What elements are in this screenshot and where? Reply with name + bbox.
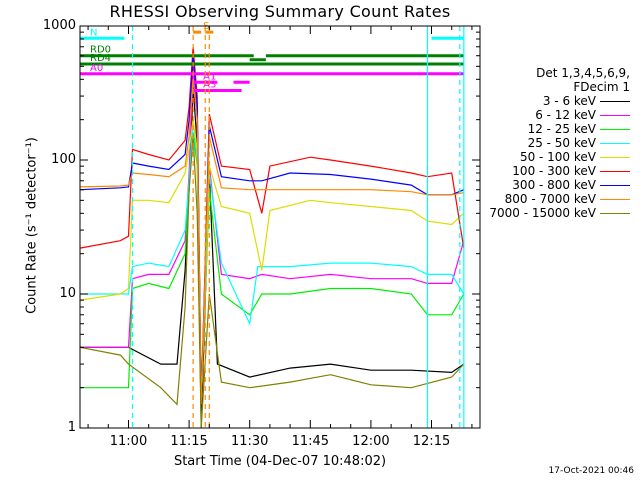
legend-header-line-2: FDecim 1	[573, 80, 630, 94]
annotation-label-4: N	[90, 27, 97, 38]
legend-entry: 300 - 800 keV	[486, 178, 636, 192]
y-tick-label: 10	[59, 286, 76, 301]
series-line-3	[80, 119, 465, 405]
series-line-0	[80, 87, 465, 429]
x-axis-label: Start Time (04-Dec-07 10:48:02)	[173, 454, 387, 469]
legend-swatch	[600, 114, 630, 116]
legend-label: 12 - 25 keV	[527, 122, 596, 136]
series-line-1	[80, 66, 465, 405]
legend-swatch	[600, 100, 630, 102]
x-tick-label: 11:30	[230, 434, 269, 449]
legend-entry: 3 - 6 keV	[486, 94, 636, 108]
legend-label: 6 - 12 keV	[535, 108, 596, 122]
legend-swatch	[600, 156, 630, 158]
annotation-label-10: A3	[203, 80, 216, 91]
legend-entry: 7000 - 15000 keV	[486, 206, 636, 220]
x-tick-label: 11:00	[109, 434, 148, 449]
legend-swatch	[600, 184, 630, 186]
y-tick-label: 1000	[42, 18, 76, 33]
legend-label: 300 - 800 keV	[512, 178, 596, 192]
chart-title: RHESSI Observing Summary Count Rates	[109, 2, 451, 21]
legend-label: 7000 - 15000 keV	[489, 206, 596, 220]
legend-label: 25 - 50 keV	[527, 136, 596, 150]
series-line-8	[79, 136, 465, 429]
x-tick-label: 11:45	[291, 434, 330, 449]
annotation-label-0: RD0	[90, 45, 111, 56]
y-axis-label: Count Rate (s⁻¹ detector⁻¹)	[24, 137, 40, 314]
y-tick-label: 100	[51, 152, 76, 167]
x-tick-label: 12:00	[352, 434, 390, 449]
series-line-5	[79, 46, 465, 405]
legend: Det 1,3,4,5,6,9, FDecim 1 3 - 6 keV 6 - 1…	[486, 66, 636, 220]
annotation-label-3: RD4	[90, 53, 111, 64]
annotation-label-8: A0	[90, 63, 103, 74]
series-line-4	[79, 119, 465, 405]
legend-swatch	[600, 142, 630, 144]
legend-swatch	[600, 198, 630, 200]
legend-entry: 100 - 300 keV	[486, 164, 636, 178]
legend-label: 50 - 100 keV	[519, 150, 596, 164]
y-tick-label: 1	[67, 420, 76, 435]
legend-swatch	[600, 128, 630, 130]
plot-frame	[79, 25, 481, 429]
annotation-label-9: A1	[203, 71, 216, 82]
legend-entry: 25 - 50 keV	[486, 136, 636, 150]
legend-label: 100 - 300 keV	[512, 164, 596, 178]
vline-layer	[131, 26, 465, 428]
legend-header-line-1: Det 1,3,4,5,6,9,	[536, 66, 630, 80]
legend-entry: 50 - 100 keV	[486, 150, 636, 164]
legend-label: 3 - 6 keV	[542, 94, 596, 108]
legend-entry: 12 - 25 keV	[486, 122, 636, 136]
series-layer	[79, 46, 465, 429]
x-tick-label: 11:15	[170, 434, 208, 449]
series-line-7	[79, 79, 464, 405]
legend-label: 800 - 7000 keV	[504, 192, 596, 206]
legend-swatch	[600, 170, 630, 172]
x-tick-label: 12:15	[412, 434, 451, 449]
tick-layer	[80, 26, 480, 429]
annotation-label-6: S	[203, 21, 209, 32]
timestamp: 17-Oct-2021 00:46	[548, 466, 634, 476]
legend-swatch	[600, 212, 630, 214]
legend-entry: 6 - 12 keV	[486, 108, 636, 122]
legend-entry: 800 - 7000 keV	[486, 192, 636, 206]
